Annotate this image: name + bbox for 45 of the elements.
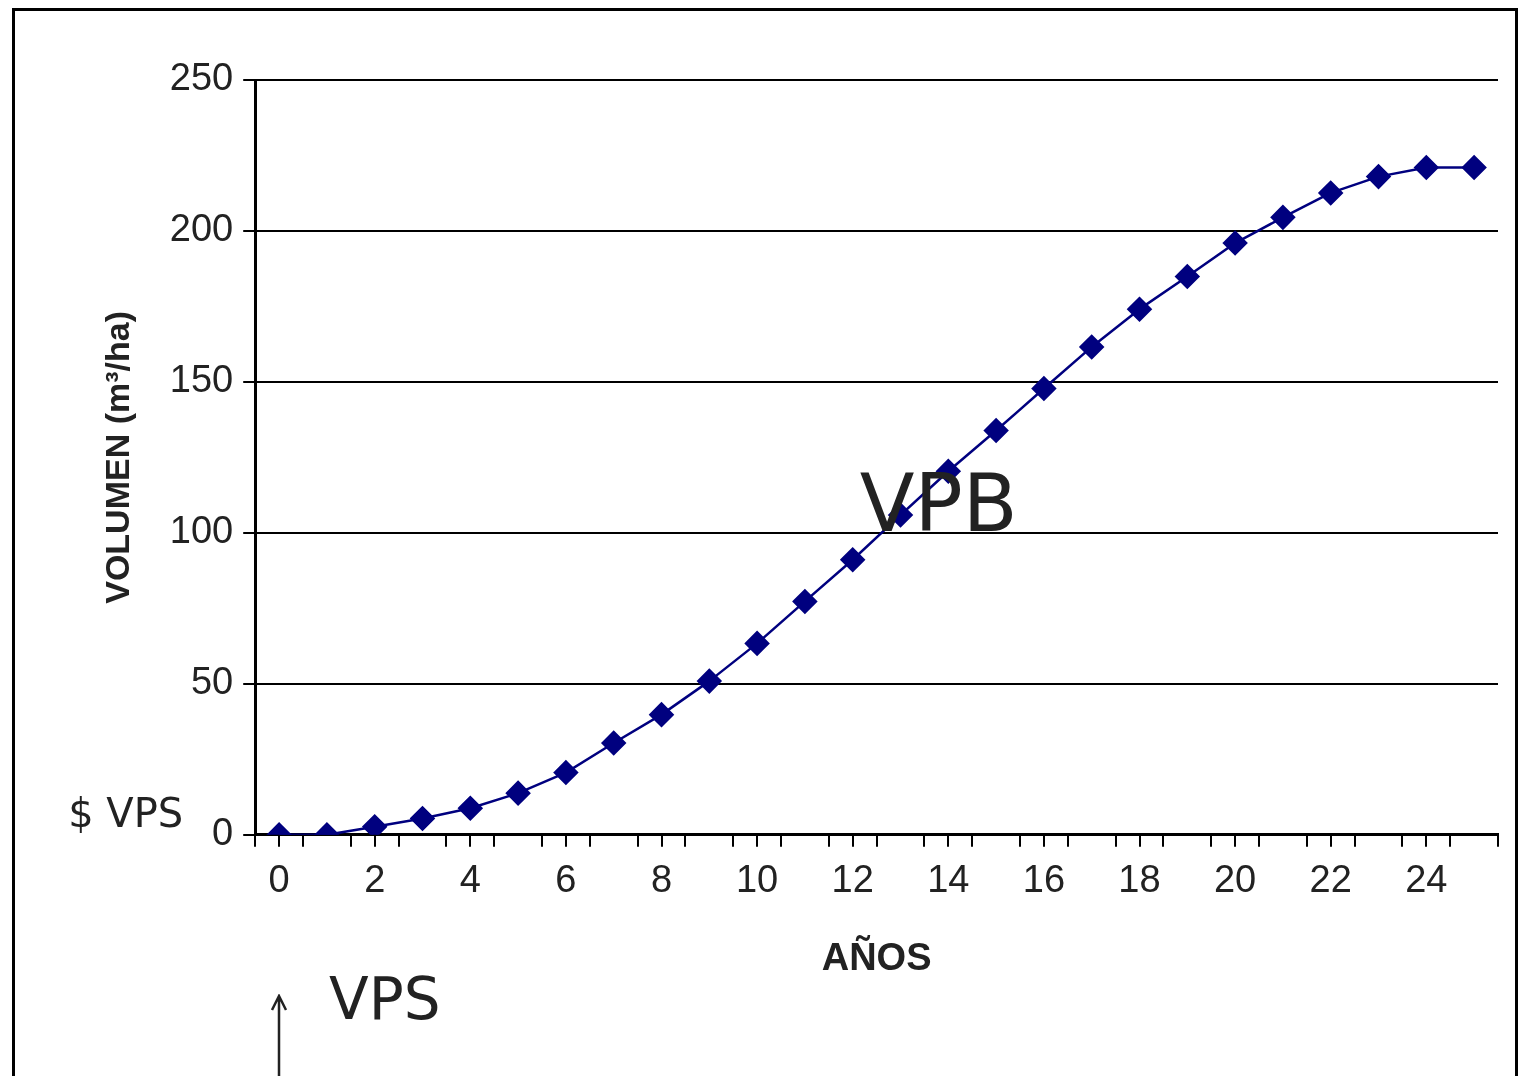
point: [553, 760, 579, 785]
x-tick-label: 12: [831, 858, 874, 901]
y-tick-label: 200: [169, 207, 234, 250]
y-tick-label: 150: [169, 358, 234, 401]
point: [1222, 230, 1248, 256]
point: [1031, 376, 1057, 401]
point: [697, 668, 722, 694]
point: [1079, 334, 1104, 360]
text: VPS: [329, 965, 441, 1034]
point: [1318, 180, 1343, 206]
point: [649, 702, 674, 727]
x-tick-label: 24: [1405, 858, 1448, 901]
point: [362, 814, 387, 835]
text: $ VPS: [68, 790, 184, 837]
point: [1414, 155, 1439, 180]
point: [1461, 155, 1487, 180]
point: [983, 418, 1009, 443]
point: [410, 806, 435, 831]
x-tick-label: 0: [268, 858, 290, 901]
x-tick-label: 18: [1118, 858, 1161, 901]
point: [840, 547, 865, 572]
point: [1175, 264, 1200, 289]
x-tick-label: 22: [1309, 858, 1352, 901]
x-tick-label: 4: [459, 858, 481, 901]
x-tick-label: 6: [555, 858, 577, 901]
x-tick-label: 20: [1213, 858, 1257, 901]
point: [744, 631, 770, 656]
x-tick-label: 8: [650, 858, 673, 901]
x-tick-label: 14: [927, 858, 970, 901]
point: [1270, 205, 1296, 230]
x-tick-label: 2: [364, 858, 386, 901]
point: [1127, 296, 1152, 322]
x-tick-label: 16: [1022, 858, 1066, 901]
x-axis-title: AÑOS: [821, 934, 932, 978]
point: [1366, 164, 1391, 189]
y-axis-title: VOLUMEN (m³/ha): [97, 311, 136, 604]
y-tick-label: 250: [169, 56, 234, 99]
point: [792, 589, 818, 614]
point: [458, 795, 483, 821]
x-tick-label: 10: [735, 858, 779, 901]
point: [505, 780, 531, 806]
y-tick-label: 0: [212, 811, 234, 854]
y-tick-label: 50: [190, 660, 234, 703]
y-tick-label: 100: [169, 509, 234, 552]
point: [601, 730, 626, 756]
